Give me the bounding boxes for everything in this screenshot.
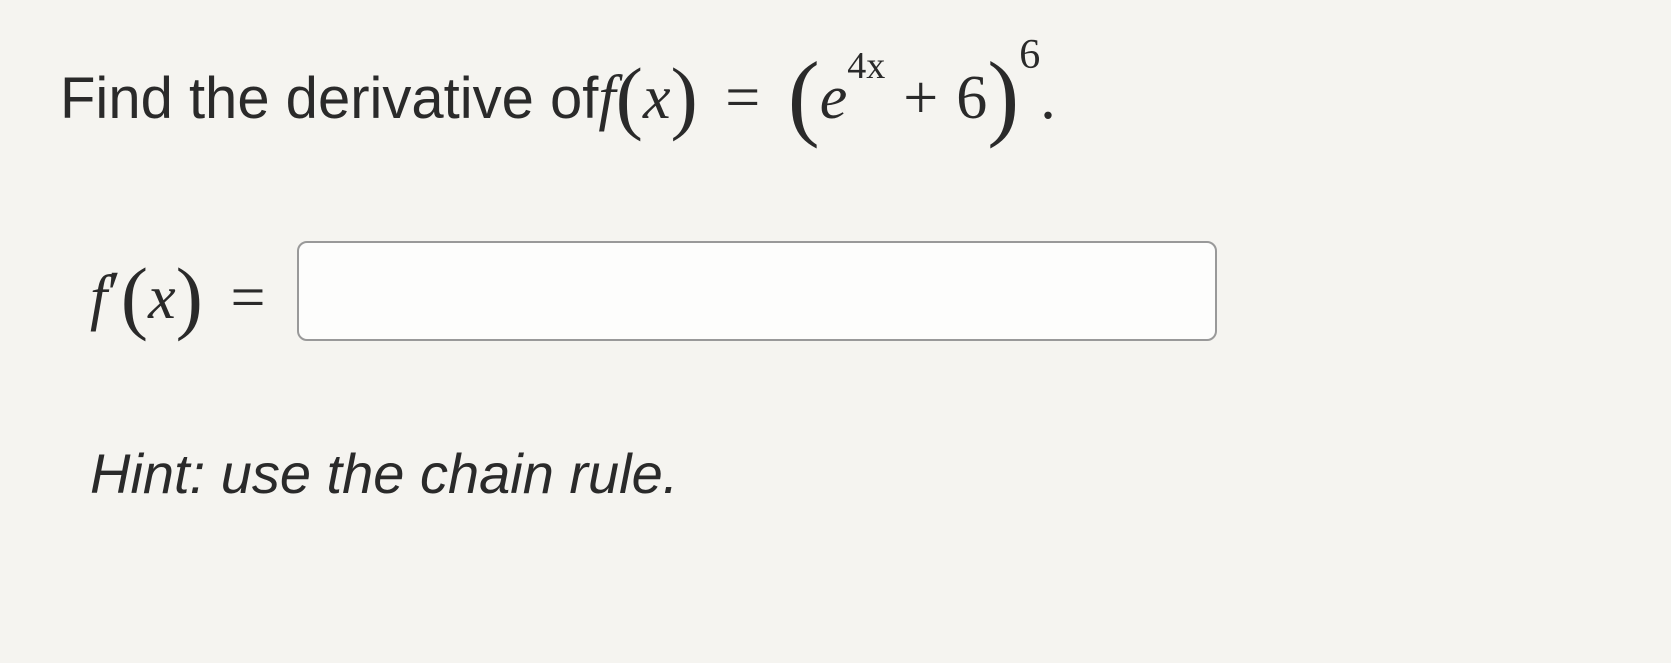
- big-open-paren: (: [788, 42, 820, 149]
- question-text: Find the derivative of: [60, 65, 598, 132]
- answer-row: f′(x) =: [90, 241, 1611, 341]
- answer-input[interactable]: [297, 241, 1217, 341]
- func-name: f: [598, 64, 615, 132]
- period: .: [1040, 64, 1056, 132]
- answer-arg: x: [148, 264, 176, 332]
- big-close-paren: ): [987, 42, 1019, 149]
- function-expression: f(x) = (e4x+6)6.: [598, 30, 1055, 141]
- answer-close-paren: ): [176, 251, 203, 342]
- open-paren: (: [616, 51, 643, 142]
- outer-power: 6: [1019, 32, 1040, 78]
- equals-sign: =: [725, 64, 760, 132]
- constant: 6: [956, 64, 987, 132]
- plus-sign: +: [903, 64, 938, 132]
- func-arg: x: [643, 64, 671, 132]
- hint-text: Hint: use the chain rule.: [90, 441, 1611, 506]
- answer-equals: =: [230, 264, 265, 332]
- answer-open-paren: (: [121, 251, 148, 342]
- close-paren: ): [670, 51, 697, 142]
- prime-symbol: ′: [107, 260, 121, 328]
- exponent: 4x: [847, 45, 885, 87]
- answer-label: f′(x) =: [90, 244, 277, 338]
- question-prompt: Find the derivative of f(x) = (e4x+6)6.: [60, 30, 1611, 141]
- answer-f: f: [90, 264, 107, 332]
- base-e: e: [820, 64, 848, 132]
